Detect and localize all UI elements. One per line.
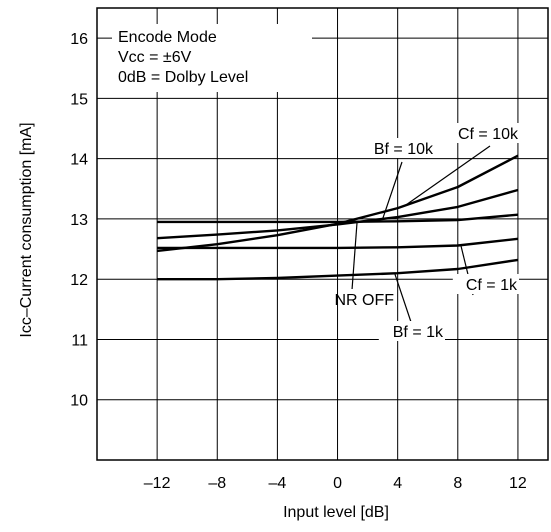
x-tick-label: –8 <box>208 475 226 492</box>
series-label-bg-0 <box>445 123 520 143</box>
x-tick-label: –4 <box>269 475 287 492</box>
series-leader-1 <box>382 161 403 220</box>
y-tick-label: 12 <box>70 272 88 289</box>
tick-labels: –12 –8 –4 0 4 8 12 10 11 12 13 14 15 16 <box>70 31 527 492</box>
series-leader-2 <box>351 221 358 291</box>
series-lines <box>156 154 519 281</box>
annotation-background <box>112 24 312 92</box>
annotation-line-3: 0dB = Dolby Level <box>118 69 248 86</box>
x-axis-label: Input level [dB] <box>283 504 389 521</box>
y-tick-label: 10 <box>70 393 88 410</box>
series-label-3: Cf = 1k <box>466 277 518 294</box>
series-label-4: Bf = 1k <box>393 324 444 341</box>
grid <box>97 8 548 460</box>
y-tick-label: 14 <box>70 152 88 169</box>
x-tick-label: 0 <box>333 475 342 492</box>
series-label-1: Bf = 10k <box>374 141 434 158</box>
y-tick-label: 11 <box>71 332 88 349</box>
series-label-bg-1 <box>360 138 435 158</box>
x-tick-label: 8 <box>453 475 462 492</box>
x-tick-label: 12 <box>509 475 527 492</box>
series-line-4 <box>157 258 519 281</box>
y-tick-label: 16 <box>70 31 88 48</box>
y-tick-label: 13 <box>70 212 88 229</box>
y-tick-label: 15 <box>70 91 88 108</box>
series-line-1 <box>157 188 519 240</box>
series-line-2 <box>157 213 519 224</box>
annotation-box: Encode Mode Vcc = ±6V 0dB = Dolby Level <box>112 24 312 92</box>
series-label-bg-4 <box>378 321 445 341</box>
series-label-bg-2 <box>338 289 396 309</box>
plot-frame <box>96 7 549 461</box>
series-leader-4 <box>394 273 412 323</box>
series-leader-0 <box>404 145 491 206</box>
x-tick-label: –12 <box>144 475 171 492</box>
x-tick-label: 4 <box>393 475 402 492</box>
y-axis-label: Icc–Current consumption [mA] <box>18 122 35 337</box>
series-labels: Cf = 10k Bf = 10k NR OFF Cf = 1k Bf = 1k <box>334 123 520 341</box>
series-line-3 <box>157 237 519 250</box>
annotation-line-1: Encode Mode <box>118 29 217 46</box>
annotation-line-2: Vcc = ±6V <box>118 49 192 66</box>
series-label-0: Cf = 10k <box>458 126 519 143</box>
series-label-2: NR OFF <box>334 292 394 309</box>
series-label-bg-3 <box>452 274 519 294</box>
